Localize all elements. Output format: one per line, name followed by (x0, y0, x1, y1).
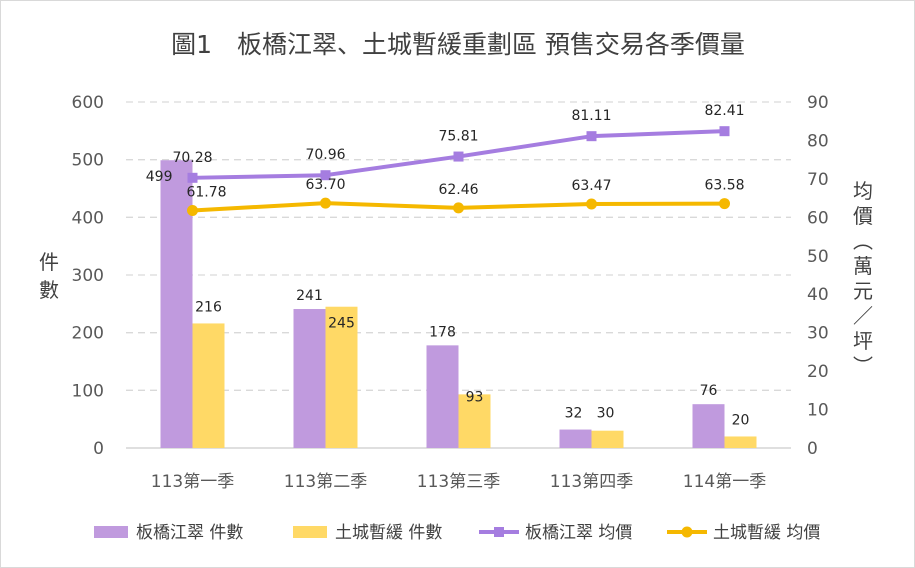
gridlines (126, 101, 791, 449)
legend-swatch (94, 526, 128, 538)
right-axis-title-char: ／ (853, 304, 873, 328)
right-tick-label: 90 (807, 93, 829, 113)
chart-title: 圖1 板橋江翠、土城暫緩重劃區 預售交易各季價量 (171, 30, 745, 59)
bar-banqiao-count (426, 345, 459, 448)
category-label: 113第二季 (284, 472, 367, 492)
line-data-label: 63.70 (305, 177, 345, 193)
category-label: 114第一季 (683, 472, 766, 492)
right-axis-title-char: 元 (853, 279, 873, 303)
bar-tucheng-count (724, 436, 757, 448)
line-marker-circle (320, 197, 331, 209)
right-tick-label: 30 (807, 324, 829, 344)
bar-data-label: 216 (195, 299, 222, 315)
left-axis-title-char: 件 (39, 250, 59, 274)
legend-label: 土城暫緩 均價 (713, 523, 820, 543)
line-marker-circle (719, 198, 730, 210)
right-axis-title-char: 價 (853, 204, 873, 228)
bar-tucheng-count (591, 430, 624, 448)
left-tick-label: 300 (72, 266, 104, 286)
right-axis-ticks: 0 10 20 30 40 50 60 70 80 90 (807, 93, 829, 459)
left-tick-label: 500 (72, 151, 104, 171)
legend-marker (494, 527, 504, 537)
left-tick-label: 400 (72, 208, 104, 228)
line-data-label: 62.46 (438, 182, 478, 198)
right-tick-label: 80 (807, 131, 829, 151)
bar-data-label: 241 (296, 288, 323, 304)
bar-tucheng-count (325, 306, 358, 448)
left-axis-title-char: 數 (39, 278, 59, 302)
bar-data-label: 76 (700, 383, 718, 399)
line-marker-circle (453, 202, 464, 214)
left-axis-ticks: 0 100 200 300 400 500 600 (72, 93, 104, 459)
line-marker-square (719, 126, 730, 137)
right-tick-label: 70 (807, 170, 829, 190)
legend-label: 板橋江翠 件數 (136, 523, 243, 543)
line-marker-square (187, 172, 198, 183)
right-tick-label: 10 (807, 401, 829, 421)
line-marker-circle (586, 198, 597, 210)
legend-label: 板橋江翠 均價 (525, 523, 632, 543)
bar-data-label: 245 (328, 316, 355, 332)
line-data-label: 63.47 (571, 178, 611, 194)
legend-marker (681, 526, 693, 538)
right-tick-label: 50 (807, 247, 829, 267)
left-axis-title: 件數 (39, 250, 59, 302)
line-data-label: 75.81 (438, 129, 478, 145)
bar-banqiao-count (692, 404, 725, 448)
bar-banqiao-count (559, 429, 592, 448)
line-data-label: 82.41 (704, 103, 744, 119)
category-labels: 113第一季 113第二季 113第三季 113第四季 114第一季 (151, 472, 766, 492)
line-marker-circle (187, 204, 198, 216)
bar-data-label: 30 (597, 406, 615, 422)
line-marker-square (453, 151, 464, 162)
bar-banqiao-count (160, 160, 193, 448)
right-axis-title-char: ︵ (853, 229, 873, 253)
bar-data-label: 93 (466, 389, 484, 405)
line-data-label: 61.78 (186, 184, 226, 200)
bar-data-label: 32 (565, 406, 583, 422)
line-data-label: 81.11 (571, 108, 611, 124)
category-label: 113第一季 (151, 472, 234, 492)
legend: 板橋江翠 件數 土城暫緩 件數 板橋江翠 均價 土城暫緩 均價 (94, 523, 820, 543)
legend-label: 土城暫緩 件數 (335, 523, 442, 543)
line-marker-square (320, 170, 331, 181)
bar-data-label: 499 (146, 169, 173, 185)
bar-tucheng-count (192, 323, 225, 448)
category-label: 113第四季 (550, 472, 633, 492)
bar-data-label: 178 (429, 324, 456, 340)
line-data-label: 70.28 (172, 150, 212, 166)
left-tick-label: 100 (72, 381, 104, 401)
legend-swatch (293, 526, 327, 538)
right-axis-title-char: 萬 (853, 254, 873, 278)
right-tick-label: 20 (807, 362, 829, 382)
left-tick-label: 600 (72, 93, 104, 113)
right-tick-label: 0 (807, 439, 818, 459)
category-label: 113第三季 (417, 472, 500, 492)
lines (187, 126, 730, 216)
bar-banqiao-count (293, 309, 326, 448)
bar-tucheng-count (458, 394, 491, 448)
line-marker-square (586, 131, 597, 142)
right-axis-title: 均價︵萬元／坪︶ (853, 179, 873, 378)
line-data-label: 63.58 (704, 178, 744, 194)
data-labels: 499 241 178 32 76 216 245 93 30 20 70.28 70.96 75.81… (146, 103, 750, 428)
left-tick-label: 0 (93, 439, 104, 459)
right-axis-title-char: 坪 (853, 329, 873, 353)
right-tick-label: 40 (807, 285, 829, 305)
right-axis-title-char: ︶ (853, 354, 873, 378)
line-data-label: 70.96 (305, 147, 345, 163)
left-tick-label: 200 (72, 324, 104, 344)
right-axis-title-char: 均 (853, 179, 873, 203)
bars (160, 160, 757, 448)
bar-data-label: 20 (732, 412, 750, 428)
right-tick-label: 60 (807, 208, 829, 228)
